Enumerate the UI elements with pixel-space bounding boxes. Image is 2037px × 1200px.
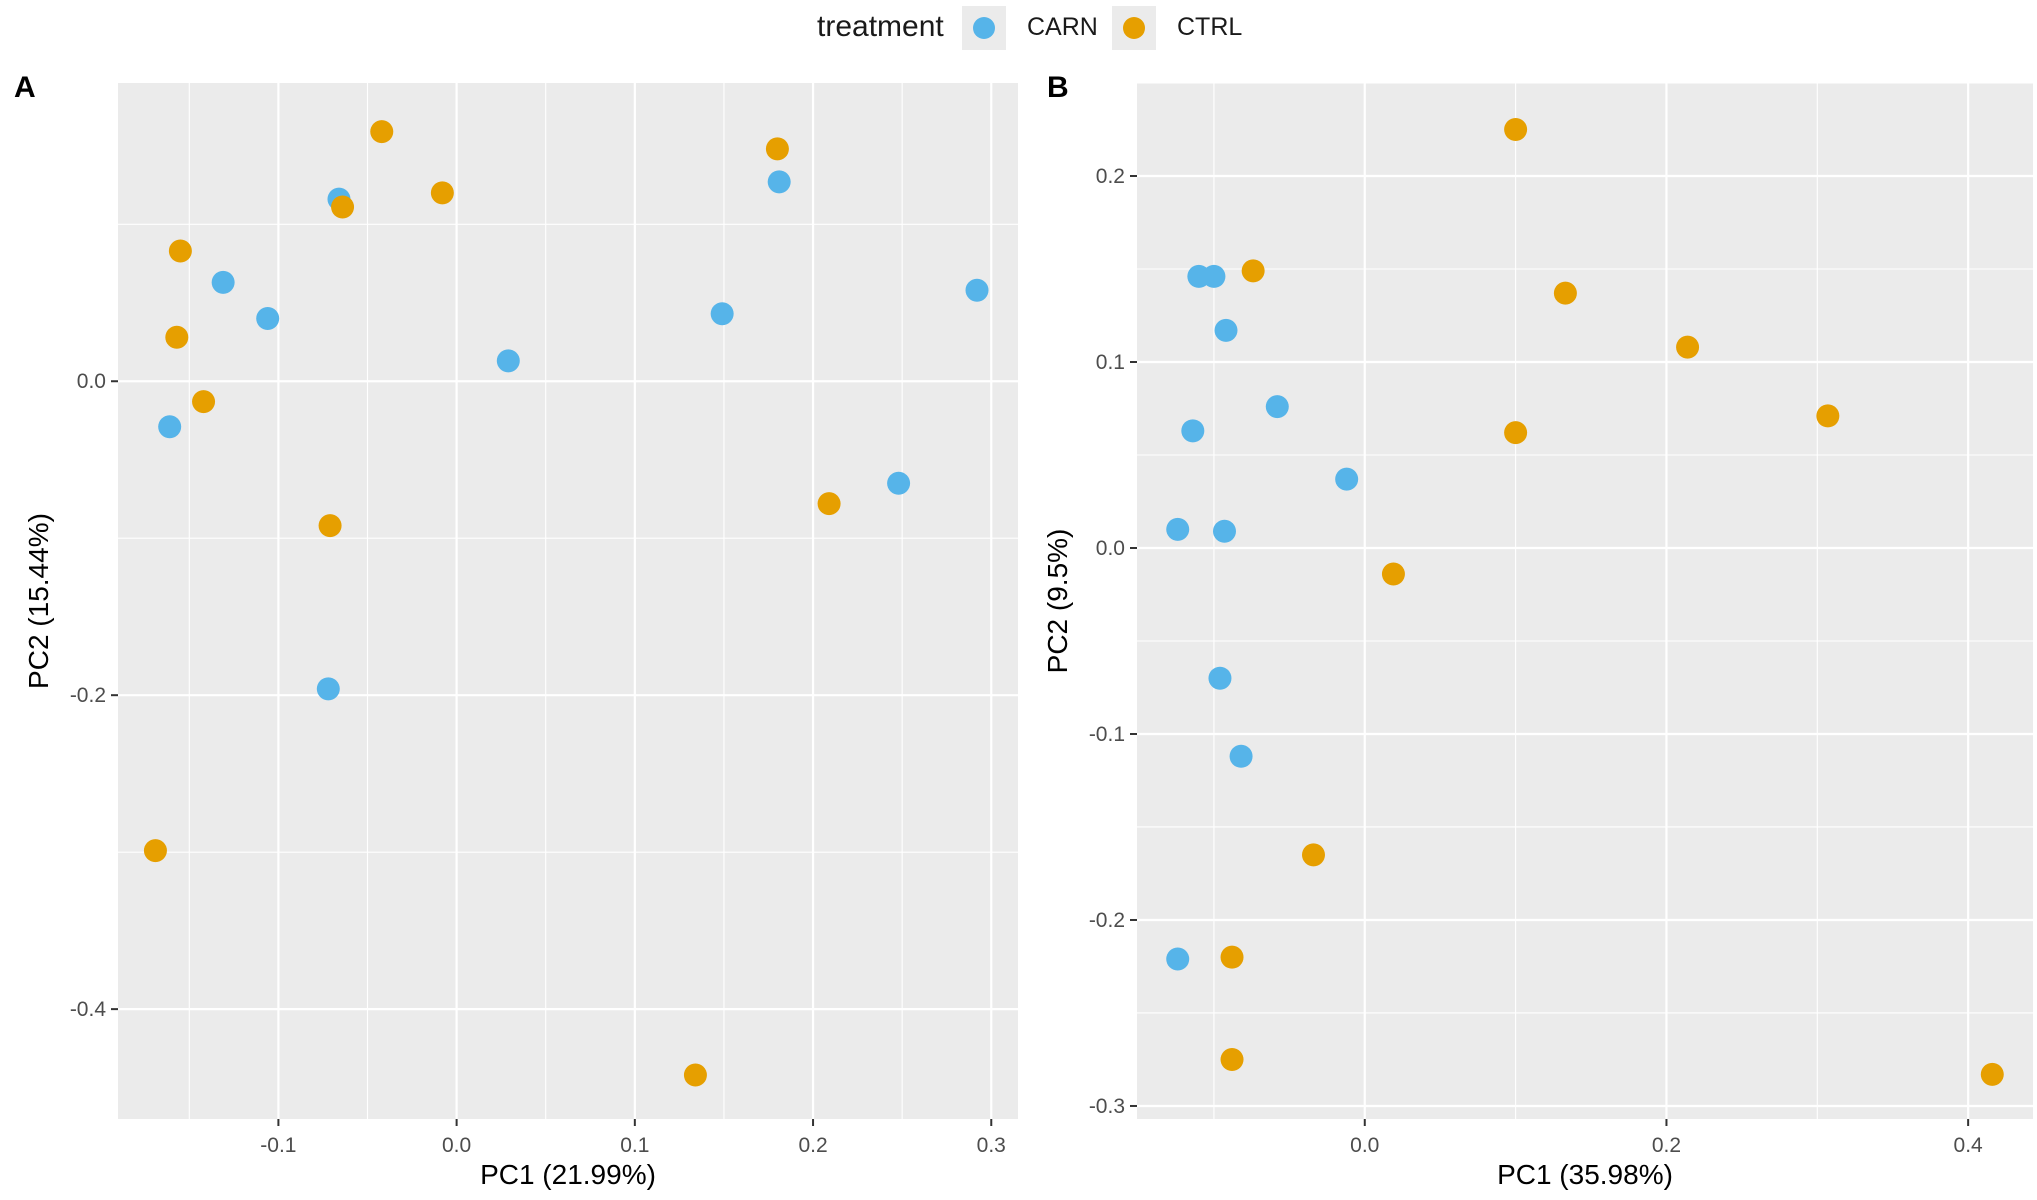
point-ctrl [1816, 404, 1840, 428]
point-carn [496, 349, 520, 373]
y-tick-label: -0.3 [1089, 1095, 1125, 1118]
legend-label-carn: CARN [1027, 13, 1098, 41]
pca-scatter-a: -0.1 0.0 0.1 0.2 0.3 -0.4 -0.2 0.0 A PC1 (21.99%)… [14, 71, 1018, 1190]
y-tick-label: 0.1 [1096, 351, 1125, 374]
x-tick-label: 0.0 [1350, 1134, 1379, 1157]
legend-label-ctrl: CTRL [1177, 13, 1243, 41]
point-ctrl [1553, 281, 1577, 305]
point-carn [1208, 666, 1232, 690]
panel-tag: A [14, 71, 36, 104]
y-tick-label: -0.1 [1089, 723, 1125, 746]
point-carn [316, 677, 340, 701]
point-ctrl [318, 514, 342, 538]
point-carn [1181, 419, 1205, 443]
point-ctrl [430, 181, 454, 205]
point-carn [1335, 467, 1359, 491]
legend: treatment CARN CTRL [0, 0, 2037, 56]
point-carn [1212, 519, 1236, 543]
point-carn [1202, 264, 1226, 288]
y-tick-label: 0.0 [1096, 537, 1125, 560]
x-axis-title: PC1 (35.98%) [1497, 1159, 1673, 1190]
panel-tag: B [1047, 71, 1069, 104]
x-tick-label: 0.3 [977, 1134, 1006, 1157]
y-tick-label: 0.2 [1096, 165, 1125, 188]
point-ctrl [1220, 1047, 1244, 1071]
legend-key-carn [962, 6, 1006, 50]
point-ctrl [1980, 1062, 2004, 1086]
point-ctrl [1241, 259, 1265, 283]
point-carn [1166, 517, 1190, 541]
x-tick-label: 0.2 [798, 1134, 827, 1157]
point-carn [256, 306, 280, 330]
point-carn [158, 415, 182, 439]
x-tick-label: -0.1 [260, 1134, 296, 1157]
legend-key-carn-dot [973, 17, 995, 39]
point-ctrl [683, 1063, 707, 1087]
y-tick-label: -0.4 [70, 998, 107, 1021]
point-carn [1265, 395, 1289, 419]
plot-background [1137, 83, 2033, 1119]
y-tick-label: 0.0 [77, 370, 106, 393]
point-ctrl [1504, 421, 1528, 445]
point-carn [887, 471, 911, 495]
panel-a: -0.1 0.0 0.1 0.2 0.3 -0.4 -0.2 0.0 A PC1 (21.99%)… [0, 56, 1018, 1200]
point-carn [965, 278, 989, 302]
point-carn [1166, 947, 1190, 971]
y-tick-label: -0.2 [70, 684, 106, 707]
x-tick-label: 0.4 [1954, 1134, 1984, 1157]
y-tick-label: -0.2 [1089, 909, 1125, 932]
pca-scatter-b: 0.0 0.2 0.4 -0.3 -0.2 -0.1 0.0 0.1 0.2 B PC1 (35.9… [1042, 71, 2033, 1190]
legend-key-ctrl-dot [1123, 17, 1145, 39]
point-ctrl [192, 390, 216, 414]
point-ctrl [765, 137, 789, 161]
point-carn [1229, 744, 1253, 768]
point-ctrl [1301, 843, 1325, 867]
x-tick-label: 0.2 [1652, 1134, 1681, 1157]
point-carn [1214, 318, 1238, 342]
point-carn [710, 302, 734, 326]
point-ctrl [370, 120, 394, 144]
y-axis-title: PC2 (15.44%) [23, 513, 54, 689]
legend-key-ctrl [1112, 6, 1156, 50]
x-tick-label: 0.1 [620, 1134, 649, 1157]
point-carn [767, 170, 791, 194]
legend-title: treatment [817, 10, 944, 43]
plot-background [118, 83, 1018, 1119]
y-axis-title: PC2 (9.5%) [1042, 529, 1073, 674]
point-carn [211, 270, 235, 294]
point-ctrl [817, 492, 841, 516]
panel-b: 0.0 0.2 0.4 -0.3 -0.2 -0.1 0.0 0.1 0.2 B PC1 (35.9… [1018, 56, 2036, 1200]
point-ctrl [1220, 945, 1244, 969]
point-ctrl [1381, 562, 1405, 586]
point-ctrl [143, 839, 167, 863]
point-ctrl [331, 195, 355, 219]
x-tick-label: 0.0 [442, 1134, 471, 1157]
point-ctrl [165, 325, 189, 349]
x-axis-title: PC1 (21.99%) [480, 1159, 656, 1190]
point-ctrl [168, 239, 192, 263]
point-ctrl [1504, 117, 1528, 141]
point-ctrl [1676, 335, 1700, 359]
